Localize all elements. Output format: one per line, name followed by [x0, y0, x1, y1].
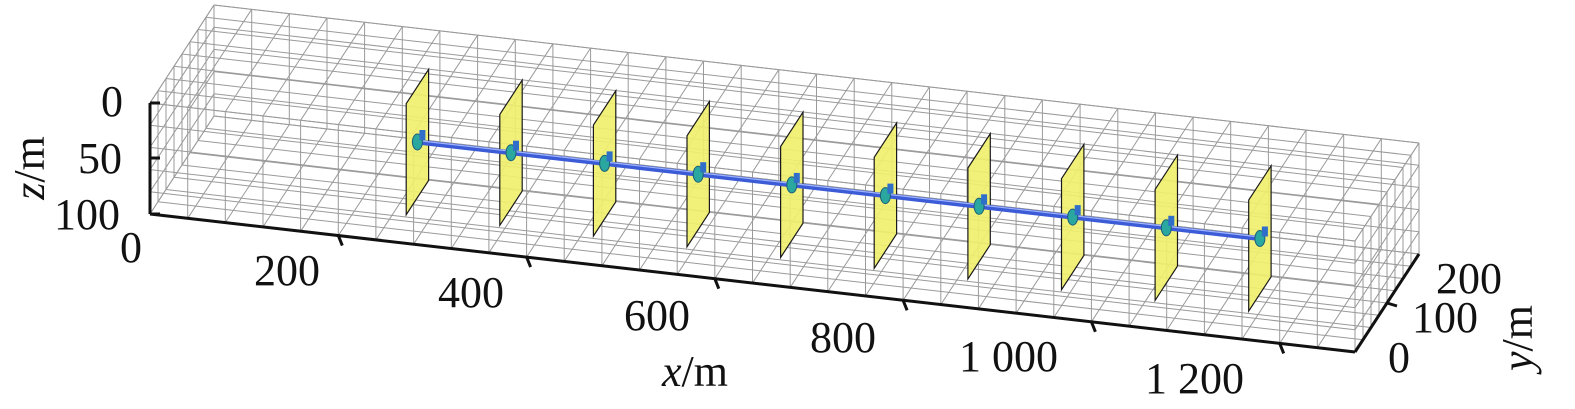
grid-line: [149, 115, 215, 215]
x-axis-tick: [1278, 342, 1286, 354]
y-axis-title: y/m: [1493, 305, 1542, 375]
x-tick-label-200: 200: [254, 246, 320, 295]
perforation-cap-3: [606, 151, 613, 162]
y-tick-label-200: 200: [1436, 254, 1502, 303]
grid-line: [197, 29, 1404, 168]
grid-line: [149, 4, 215, 104]
y-tick-label-0: 0: [1388, 333, 1410, 382]
x-tick-label-1000: 1 000: [959, 332, 1058, 381]
z-axis-title: z/m: [5, 136, 54, 201]
grid-line: [149, 124, 1356, 264]
x-tick-label-600: 600: [624, 291, 690, 340]
perforation-cap-4: [700, 162, 707, 173]
grid-line: [213, 26, 1420, 166]
perforation-cap-2: [513, 140, 519, 151]
grid-line: [1354, 187, 1420, 286]
x-axis-title: x/m: [661, 347, 728, 396]
grid-line: [181, 53, 1388, 193]
grid-line: [149, 102, 1356, 242]
grid-line: [213, 4, 1420, 144]
z-axis-unit: /m: [5, 136, 54, 182]
grid-line: [189, 41, 1396, 181]
y-axis-tick: [1386, 301, 1398, 308]
perforation-cap-5: [793, 172, 800, 183]
x-axis-line: [149, 212, 1356, 354]
grid-line: [173, 176, 1380, 316]
grid-line: [165, 189, 1372, 328]
x-axis-tick: [1090, 321, 1097, 333]
perforation-cap-8: [1074, 205, 1081, 216]
grid-line: [1354, 164, 1420, 264]
perforation-cap-9: [1168, 215, 1175, 226]
wellbore-highlight: [417, 139, 1260, 238]
perforation-cap-1: [419, 130, 426, 140]
x-axis-unit: /m: [682, 347, 728, 396]
y-tick-label-100: 100: [1412, 293, 1478, 342]
grid-line: [149, 93, 215, 193]
grid-line: [173, 65, 1380, 205]
axes: [148, 101, 1421, 354]
horizontal-wellbore: [411, 130, 1268, 247]
x-tick-label-800: 800: [810, 313, 876, 362]
grid-line: [1354, 231, 1420, 331]
z-tick-label-50: 50: [78, 134, 122, 183]
z-axis-symbol: z: [5, 183, 54, 201]
z-tick-label-0: 0: [101, 77, 123, 126]
perforation-cap-7: [981, 194, 988, 205]
x-axis-tick: [525, 256, 532, 268]
grid-line: [149, 191, 1356, 331]
grid-line: [149, 146, 1356, 286]
y-axis-symbol: y: [1493, 351, 1542, 375]
grid-line: [157, 201, 1364, 341]
x-tick-label-1200: 1 200: [1145, 354, 1244, 403]
x-axis-symbol: x: [661, 347, 682, 396]
x-axis-tick: [336, 235, 344, 247]
x-axis-tick: [713, 278, 721, 290]
grid-line: [149, 26, 215, 126]
y-axis-unit: /m: [1493, 305, 1542, 351]
grid-line: [205, 16, 1412, 156]
perforation-cap-6: [887, 183, 894, 194]
grid-line: [149, 71, 215, 170]
grid-line: [1354, 142, 1420, 242]
wellbore-line: [417, 139, 1261, 241]
perforation-cap-10: [1261, 226, 1268, 237]
x-tick-label-400: 400: [438, 268, 504, 317]
x-axis-tick: [901, 299, 909, 311]
grid-line: [149, 169, 1356, 309]
grid-line: [149, 49, 215, 148]
grid-line: [1354, 209, 1420, 308]
z-tick-label-100: 100: [54, 190, 120, 239]
grid-line: [213, 48, 1420, 188]
x-tick-label-0: 0: [120, 223, 142, 272]
